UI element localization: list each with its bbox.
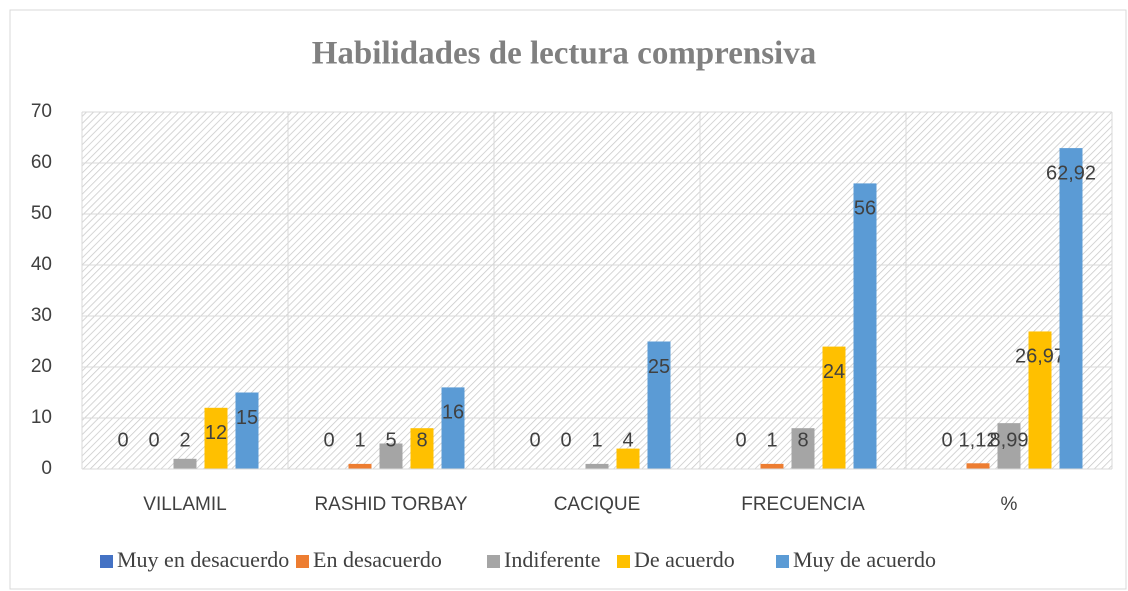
bar — [966, 463, 990, 469]
data-label: 26,97 — [1015, 346, 1065, 368]
data-label: 8 — [416, 429, 427, 451]
data-label: 5 — [385, 429, 396, 451]
data-label: 1 — [591, 429, 602, 451]
data-label: 16 — [442, 402, 464, 424]
y-tick-label: 60 — [31, 152, 52, 173]
data-label: 8 — [797, 429, 808, 451]
legend-label: Muy de acuerdo — [793, 547, 936, 572]
data-label: 1 — [766, 429, 777, 451]
x-tick-label: FRECUENCIA — [741, 494, 865, 515]
bar — [760, 463, 784, 469]
legend-swatch — [296, 555, 309, 568]
legend-label: De acuerdo — [634, 547, 735, 572]
y-tick-label: 50 — [31, 203, 52, 224]
bar — [616, 448, 640, 469]
y-tick-label: 40 — [31, 254, 52, 275]
data-label: 0 — [560, 429, 571, 451]
data-label: 15 — [236, 407, 258, 429]
legend-swatch — [100, 555, 113, 568]
bar — [348, 463, 372, 469]
y-tick-label: 30 — [31, 305, 52, 326]
legend-label: Indiferente — [504, 547, 601, 572]
bar — [647, 341, 671, 469]
bar — [1028, 331, 1052, 469]
bar — [379, 443, 403, 469]
data-label: 1 — [354, 429, 365, 451]
bar — [791, 428, 815, 469]
bar — [173, 458, 197, 469]
y-tick-label: 20 — [31, 356, 52, 377]
y-tick-label: 10 — [31, 407, 52, 428]
data-label: 0 — [941, 429, 952, 451]
data-label: 4 — [622, 429, 633, 451]
data-label: 62,92 — [1046, 162, 1096, 184]
data-label: 1,12 — [959, 429, 998, 451]
bar — [853, 183, 877, 469]
bar — [410, 428, 434, 469]
legend-swatch — [617, 555, 630, 568]
bar — [1059, 148, 1083, 469]
bar — [204, 407, 228, 469]
legend-swatch — [776, 555, 789, 568]
chart-title: Habilidades de lectura comprensiva — [312, 36, 816, 72]
data-label: 2 — [179, 429, 190, 451]
legend-label: Muy en desacuerdo — [117, 547, 289, 572]
data-label: 0 — [117, 429, 128, 451]
legend-label: En desacuerdo — [313, 547, 442, 572]
data-label: 25 — [648, 356, 670, 378]
data-label: 0 — [323, 429, 334, 451]
data-label: 0 — [529, 429, 540, 451]
x-tick-label: % — [1001, 494, 1018, 515]
x-tick-label: CACIQUE — [554, 494, 641, 515]
data-label: 24 — [823, 361, 845, 383]
data-label: 8,99 — [990, 429, 1029, 451]
bar — [585, 463, 609, 469]
data-label: 56 — [854, 198, 876, 220]
bar — [235, 392, 259, 469]
x-tick-label: RASHID TORBAY — [314, 494, 467, 515]
bar — [822, 346, 846, 469]
data-label: 0 — [735, 429, 746, 451]
y-tick-label: 0 — [41, 458, 52, 479]
data-label: 0 — [148, 429, 159, 451]
y-tick-label: 70 — [31, 101, 52, 122]
bar — [997, 423, 1021, 469]
legend-swatch — [487, 555, 500, 568]
data-label: 12 — [205, 422, 227, 444]
x-tick-label: VILLAMIL — [143, 494, 226, 515]
bar — [441, 387, 465, 469]
